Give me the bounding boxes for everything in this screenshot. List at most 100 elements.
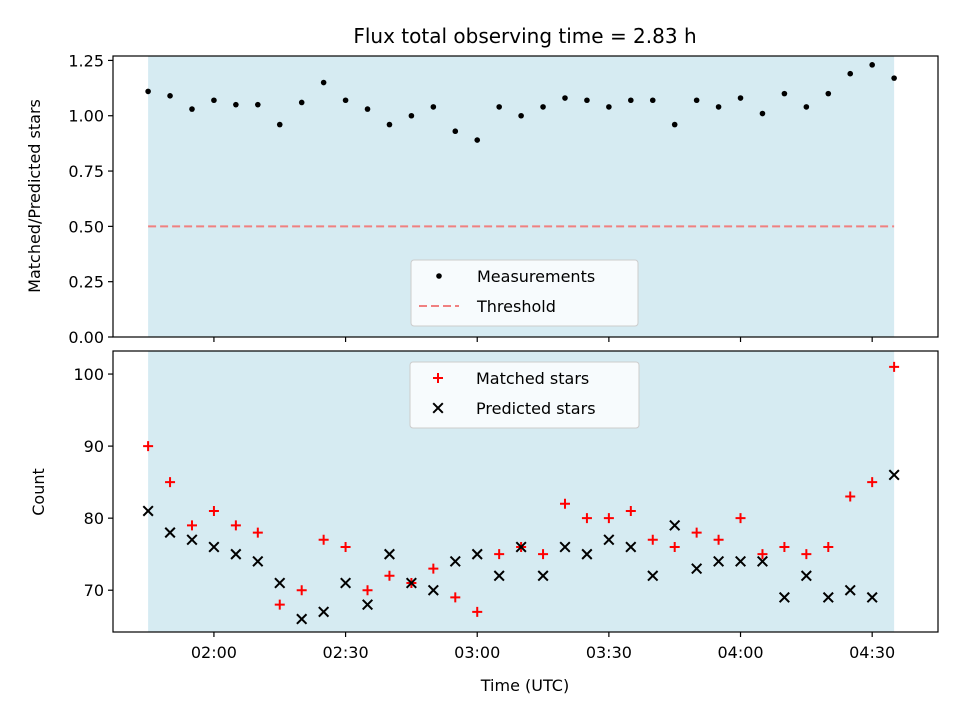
top-y-tick-label: 0.25	[68, 273, 104, 292]
measurement-point	[233, 101, 239, 108]
predicted-star-point	[537, 570, 549, 582]
bottom-y-tick-label: 100	[73, 365, 104, 384]
measurement-point	[167, 93, 173, 99]
top-legend	[410, 259, 639, 327]
matched-star-point	[494, 549, 505, 560]
predicted-star-point	[625, 541, 637, 553]
predicted-star-point	[383, 548, 395, 560]
measurement-point	[189, 106, 195, 112]
predicted-star-point	[713, 555, 725, 567]
measurement-point	[145, 88, 151, 95]
matched-star-point	[318, 534, 329, 545]
predicted-star-point	[581, 548, 593, 560]
measurement-point	[562, 95, 568, 101]
bottom-panel: 70 80 90 100 02:00 02:30 03:00 03:30 04:00 04:30 M…	[73, 350, 939, 662]
measurement-point	[737, 95, 744, 101]
matched-star-point	[450, 592, 461, 603]
predicted-star-point	[888, 469, 900, 481]
predicted-star-point	[274, 577, 286, 589]
predicted-star-point	[362, 599, 374, 611]
matched-star-point	[186, 520, 197, 531]
predicted-star-point	[822, 591, 834, 603]
measurement-point	[649, 97, 656, 104]
matched-star-point	[581, 513, 592, 524]
predicted-star-point	[800, 570, 812, 582]
measurement-point	[891, 75, 897, 81]
measurement-point	[298, 99, 305, 106]
predicted-star-point	[142, 505, 154, 517]
matched-star-point	[867, 477, 878, 488]
top-y-tick-label: 0.50	[68, 217, 104, 236]
matched-star-point	[296, 585, 307, 596]
predicted-star-point	[340, 577, 352, 589]
top-y-tick-label: 1.00	[68, 107, 104, 126]
matched-star-point	[757, 549, 768, 560]
predicted-star-point	[603, 534, 615, 546]
top-y-tick-label: 0.00	[68, 328, 104, 347]
matched-star-point	[625, 505, 636, 516]
measurement-point	[693, 97, 700, 104]
top-y-tick-label: 1.25	[68, 51, 104, 70]
top-y-tick-label: 0.75	[68, 162, 104, 181]
measurement-point	[496, 104, 502, 110]
measurement-point	[803, 104, 810, 110]
measurement-point	[320, 79, 327, 86]
bottom-y-tick-label: 80	[84, 509, 104, 528]
matched-star-point	[735, 513, 746, 524]
matched-star-point	[252, 527, 263, 538]
predicted-star-point	[735, 555, 747, 567]
matched-star-point	[274, 599, 285, 610]
bottom-y-tick-label: 70	[84, 581, 104, 600]
predicted-star-point	[449, 555, 461, 567]
measurement-point	[211, 97, 217, 104]
x-tick-label: 03:30	[586, 643, 632, 662]
matched-star-point	[384, 570, 395, 581]
matched-star-point	[208, 505, 219, 516]
matched-star-point	[165, 477, 176, 488]
top-panel: 0.00 0.25 0.50 0.75 1.00 1.25 Measurements Thre…	[68, 51, 939, 347]
matched-star-point	[340, 541, 351, 552]
chart-title: Flux total observing time = 2.83 h	[353, 24, 696, 48]
measurement-point	[342, 97, 349, 104]
bottom-legend	[409, 361, 640, 429]
bottom-plot-frame	[112, 350, 939, 633]
predicted-star-point	[647, 570, 659, 582]
matched-star-point	[230, 520, 241, 531]
measurement-point	[781, 90, 788, 97]
matched-star-point	[559, 498, 570, 509]
predicted-star-point	[296, 613, 308, 625]
x-tick-label: 04:30	[849, 643, 895, 662]
matched-star-point	[889, 361, 900, 372]
matched-star-point	[647, 534, 658, 545]
bottom-y-tick-label: 90	[84, 437, 104, 456]
predicted-star-point	[186, 534, 198, 546]
predicted-star-point	[164, 527, 176, 539]
matched-star-point	[691, 527, 702, 538]
measurement-point	[430, 104, 437, 110]
predicted-star-point	[405, 577, 417, 589]
x-tick-label: 03:00	[454, 643, 500, 662]
predicted-star-point	[230, 548, 242, 560]
predicted-star-point	[252, 555, 264, 567]
predicted-star-point	[427, 584, 439, 596]
legend-label: Matched stars	[476, 369, 589, 388]
predicted-star-point	[515, 541, 527, 553]
measurement-point	[606, 104, 612, 110]
predicted-star-point	[778, 591, 790, 603]
matched-star-point	[713, 534, 724, 545]
matched-star-point	[472, 606, 483, 617]
predicted-star-point	[756, 555, 768, 567]
predicted-star-point	[318, 606, 330, 618]
matched-star-point	[669, 541, 680, 552]
bottom-y-axis-label: Count	[29, 468, 48, 516]
matched-star-point	[538, 549, 549, 560]
measurement-point	[825, 90, 832, 97]
predicted-star-point	[866, 591, 878, 603]
x-tick-label: 02:00	[191, 643, 237, 662]
measurement-point	[276, 121, 283, 128]
measurement-point	[408, 112, 415, 119]
matched-star-point	[603, 513, 614, 524]
measurement-point	[584, 97, 590, 104]
legend-x-marker	[432, 402, 444, 414]
